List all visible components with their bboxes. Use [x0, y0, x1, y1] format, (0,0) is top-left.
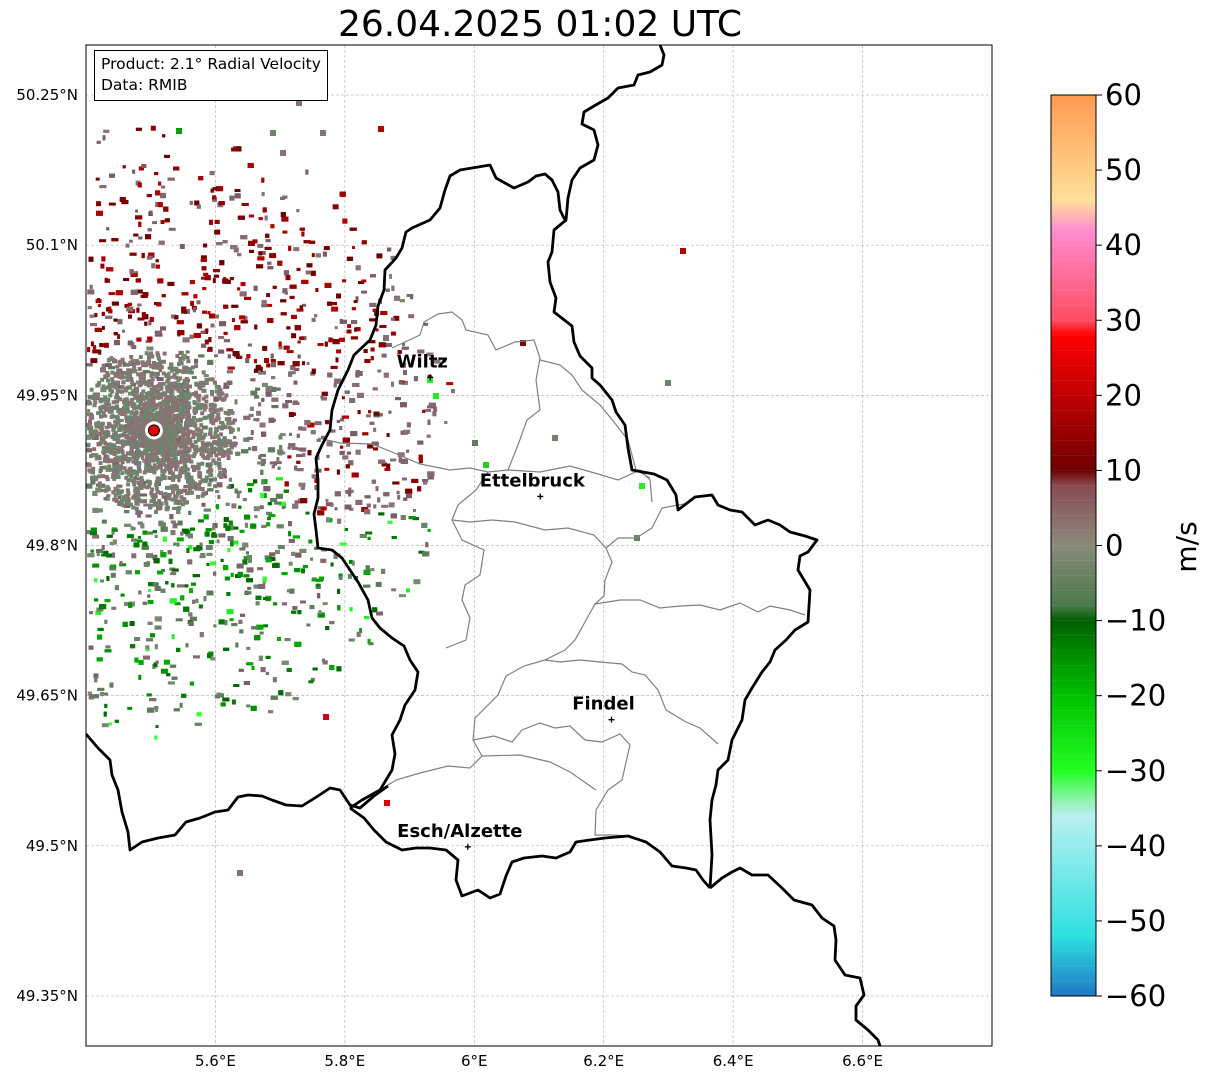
colorbar-tick-label: 0 [1105, 529, 1123, 563]
data-source-text: Data: RMIB [101, 76, 188, 94]
lon-tick-label: 6.4°E [713, 1052, 754, 1070]
city-marker [427, 374, 434, 381]
lon-tick-label: 6.2°E [583, 1052, 624, 1070]
lat-tick-label: 49.5°N [26, 837, 78, 855]
colorbar-tick-label: −50 [1105, 904, 1166, 938]
axis-ticks: 5.6°E 5.8°E 6°E 6.2°E 6.4°E 6.6°E 50.25°N 50.1°… [16, 86, 883, 1070]
national-borders [86, 45, 882, 1046]
city-markers: Wiltz Ettelbruck Findel Esch/Alzette [397, 351, 635, 850]
product-info-box: Product: 2.1° Radial Velocity Data: RMIB [94, 50, 328, 101]
city-marker [608, 716, 615, 723]
plot-frame [85, 44, 993, 1047]
colorbar-tick-label: 40 [1105, 228, 1142, 262]
city-label: Ettelbruck [480, 470, 586, 491]
colorbar-tick-label: −10 [1105, 604, 1166, 638]
radar-site-dot[interactable] [147, 424, 160, 437]
lon-tick-label: 6°E [461, 1052, 488, 1070]
city-marker [464, 843, 471, 850]
colorbar-tick-label: −60 [1105, 979, 1166, 1013]
colorbar-tick-label: 60 [1105, 78, 1142, 112]
lat-tick-label: 49.65°N [16, 687, 78, 705]
radar-site-marker[interactable] [144, 421, 163, 440]
colorbar-label: m/s [1170, 521, 1203, 572]
colorbar-tick-label: 20 [1105, 378, 1142, 412]
lat-tick-label: 49.95°N [16, 386, 78, 404]
colorbar-tick-label: −30 [1105, 754, 1166, 788]
lon-tick-label: 5.6°E [195, 1052, 236, 1070]
gridlines [86, 45, 992, 1046]
canton-borders [317, 311, 806, 837]
radar-echoes [86, 92, 686, 876]
lat-tick-label: 49.35°N [16, 987, 78, 1005]
lat-tick-label: 50.1°N [26, 236, 78, 254]
colorbar: 60 50 40 30 20 10 0 −10 −20 −30 −40 −50 −60 m/s [1050, 78, 1203, 1013]
colorbar-tick-label: −20 [1105, 679, 1166, 713]
map-title: 26.04.2025 01:02 UTC [337, 4, 743, 45]
city-marker [537, 493, 544, 500]
colorbar-bands [1051, 109, 1096, 982]
lon-tick-label: 6.6°E [842, 1052, 883, 1070]
lon-tick-label: 5.8°E [324, 1052, 365, 1070]
lat-tick-label: 50.25°N [16, 86, 78, 104]
city-label: Wiltz [397, 351, 448, 372]
colorbar-tick-label: 30 [1105, 303, 1142, 337]
city-label: Esch/Alzette [397, 821, 522, 842]
colorbar-tick-label: 50 [1105, 153, 1142, 187]
product-text: Product: 2.1° Radial Velocity [101, 55, 321, 73]
lat-tick-label: 49.8°N [26, 537, 78, 555]
colorbar-ticks: 60 50 40 30 20 10 0 −10 −20 −30 −40 −50 −60 [1096, 78, 1166, 1013]
city-label: Findel [572, 694, 635, 715]
colorbar-tick-label: 10 [1105, 453, 1142, 487]
colorbar-tick-label: −40 [1105, 829, 1166, 863]
colorbar-gradient [1051, 95, 1096, 996]
